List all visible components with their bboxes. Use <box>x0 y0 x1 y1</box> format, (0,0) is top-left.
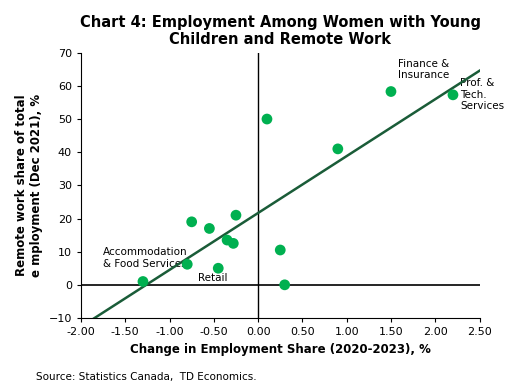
Point <box>449 92 457 98</box>
Text: Source: Statistics Canada,  TD Economics.: Source: Statistics Canada, TD Economics. <box>36 372 257 382</box>
Point <box>214 265 223 271</box>
Point <box>229 240 238 247</box>
Point <box>263 116 271 122</box>
X-axis label: Change in Employment Share (2020-2023), %: Change in Employment Share (2020-2023), … <box>130 342 431 356</box>
Title: Chart 4: Employment Among Women with Young
Children and Remote Work: Chart 4: Employment Among Women with You… <box>80 15 481 47</box>
Point <box>232 212 240 218</box>
Point <box>387 88 395 95</box>
Point <box>139 278 147 284</box>
Point <box>281 282 289 288</box>
Y-axis label: Remote work share of total
e mployment (Dec 2021), %: Remote work share of total e mployment (… <box>15 94 43 277</box>
Text: Finance &
Insurance: Finance & Insurance <box>398 59 449 80</box>
Point <box>205 225 213 232</box>
Text: Accommodation
& Food Services: Accommodation & Food Services <box>103 247 188 269</box>
Text: Prof. &
Tech.
Services: Prof. & Tech. Services <box>460 78 504 112</box>
Point <box>223 237 231 243</box>
Point <box>187 219 196 225</box>
Point <box>334 146 342 152</box>
Point <box>183 261 192 267</box>
Text: Retail: Retail <box>198 273 227 283</box>
Point <box>276 247 284 253</box>
